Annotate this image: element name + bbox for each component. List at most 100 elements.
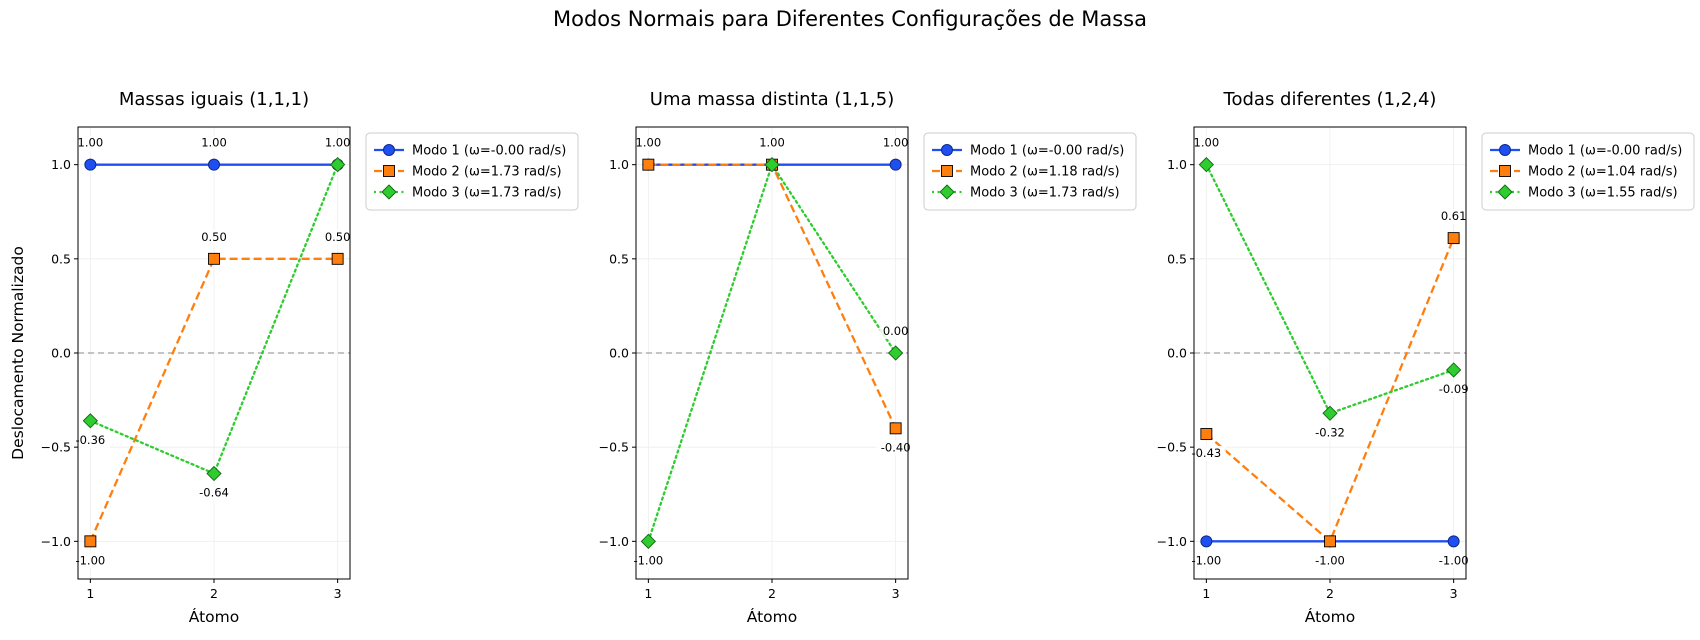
x-tick-label: 3 bbox=[892, 586, 900, 601]
legend-label-mode-2: Modo 2 (ω=1.18 rad/s) bbox=[970, 165, 1120, 180]
data-label: -0.36 bbox=[75, 433, 105, 447]
data-label: 1.00 bbox=[883, 136, 909, 150]
y-tick-label: 0.0 bbox=[51, 346, 71, 361]
legend-marker-mode-3 bbox=[381, 184, 397, 200]
data-label: -0.40 bbox=[881, 440, 911, 454]
data-point-mode-2 bbox=[1324, 535, 1336, 548]
data-label-background bbox=[876, 440, 916, 456]
x-tick-label: 1 bbox=[1202, 586, 1210, 601]
data-label: -0.32 bbox=[1315, 425, 1345, 439]
y-tick-label: 0.5 bbox=[51, 251, 71, 266]
legend-label-mode-2: Modo 2 (ω=1.04 rad/s) bbox=[1528, 165, 1678, 180]
legend-label-mode-1: Modo 1 (ω=-0.00 rad/s) bbox=[970, 144, 1124, 159]
legend-marker-mode-1 bbox=[383, 144, 395, 156]
legend-marker-mode-1 bbox=[1499, 144, 1511, 156]
data-label: 0.50 bbox=[201, 230, 227, 244]
y-axis-label: Deslocamento Normalizado bbox=[9, 246, 27, 460]
data-point-mode-2 bbox=[208, 252, 220, 265]
data-point-mode-1 bbox=[208, 158, 220, 171]
x-axis-label: Átomo bbox=[189, 607, 239, 626]
data-label-background bbox=[879, 135, 912, 151]
y-tick-label: 1.0 bbox=[609, 157, 629, 172]
data-point-mode-3 bbox=[1198, 157, 1215, 173]
data-point-mode-2 bbox=[642, 158, 655, 171]
data-label-background bbox=[1310, 553, 1350, 569]
data-label-background bbox=[1310, 425, 1350, 441]
data-label-background bbox=[70, 432, 110, 448]
data-label: 0.61 bbox=[1441, 209, 1467, 223]
data-label-background bbox=[1190, 135, 1223, 151]
legend-box bbox=[923, 132, 1137, 211]
legend-marker-mode-3 bbox=[1497, 184, 1513, 200]
legend-box bbox=[365, 132, 579, 211]
data-point-mode-2 bbox=[331, 252, 344, 265]
data-label: 1.00 bbox=[1194, 136, 1220, 150]
data-point-mode-1 bbox=[1447, 535, 1460, 548]
data-point-mode-2 bbox=[1200, 428, 1213, 440]
data-label: -1.00 bbox=[1439, 553, 1469, 567]
data-point-mode-1 bbox=[889, 158, 902, 171]
x-tick-label: 2 bbox=[768, 586, 776, 601]
y-tick-label: −1.0 bbox=[41, 534, 71, 549]
chart-panel-2: 1.00 1.00 1.00 -0.40 -1.00 0.00 −1.0 −0.5 0.0 0.5… bbox=[599, 89, 1137, 626]
data-label: -1.00 bbox=[75, 553, 105, 567]
data-point-mode-3 bbox=[640, 533, 657, 549]
legend-box bbox=[1481, 132, 1695, 211]
data-label-background bbox=[1434, 381, 1474, 397]
data-point-mode-2 bbox=[84, 535, 97, 548]
data-label: -0.64 bbox=[199, 486, 229, 500]
data-label: 0.00 bbox=[883, 324, 909, 338]
data-label: 1.00 bbox=[636, 136, 662, 150]
legend-marker-mode-2 bbox=[941, 165, 953, 177]
panel-title: Massas iguais (1,1,1) bbox=[119, 89, 309, 110]
data-label: 1.00 bbox=[759, 136, 785, 150]
data-label-background bbox=[879, 324, 912, 339]
x-tick-label: 3 bbox=[334, 586, 342, 601]
figure-title: Modos Normais para Diferentes Configuraç… bbox=[553, 7, 1147, 31]
x-axis-label: Átomo bbox=[1305, 607, 1355, 626]
data-label-background bbox=[1186, 445, 1226, 461]
legend-label-mode-1: Modo 1 (ω=-0.00 rad/s) bbox=[412, 144, 566, 159]
y-tick-label: 0.0 bbox=[1167, 346, 1187, 361]
x-tick-label: 2 bbox=[1326, 586, 1334, 601]
panel-title: Uma massa distinta (1,1,5) bbox=[650, 89, 894, 110]
data-label-background bbox=[1437, 209, 1470, 225]
data-label: -0.43 bbox=[1191, 446, 1221, 460]
x-tick-label: 1 bbox=[644, 586, 652, 601]
y-tick-label: 0.0 bbox=[609, 346, 629, 361]
legend-label-mode-1: Modo 1 (ω=-0.00 rad/s) bbox=[1528, 144, 1682, 159]
data-point-mode-1 bbox=[84, 158, 97, 171]
data-point-mode-2 bbox=[889, 422, 902, 435]
legend-marker-mode-1 bbox=[941, 144, 953, 156]
data-point-mode-3 bbox=[1322, 405, 1338, 421]
data-point-mode-3 bbox=[1445, 362, 1462, 378]
data-label-background bbox=[1186, 553, 1226, 569]
y-tick-label: −0.5 bbox=[41, 440, 71, 455]
data-label: -1.00 bbox=[1191, 553, 1221, 567]
x-tick-label: 3 bbox=[1450, 586, 1458, 601]
legend-marker-mode-2 bbox=[1499, 165, 1511, 177]
data-label: 1.00 bbox=[78, 136, 104, 150]
data-label-background bbox=[632, 135, 665, 151]
x-tick-label: 1 bbox=[86, 586, 94, 601]
x-tick-label: 2 bbox=[210, 586, 218, 601]
legend-marker-mode-3 bbox=[939, 184, 955, 200]
y-tick-label: −0.5 bbox=[599, 440, 629, 455]
data-label-background bbox=[1434, 553, 1474, 569]
y-tick-label: −1.0 bbox=[599, 534, 629, 549]
data-label-background bbox=[198, 135, 230, 151]
data-label-background bbox=[628, 553, 668, 569]
data-label-background bbox=[321, 135, 354, 151]
chart-panel-3: -1.00 -1.00 -1.00 -0.43 0.61 1.00 -0.32 -0.09 −1… bbox=[1157, 89, 1695, 626]
y-tick-label: −1.0 bbox=[1157, 534, 1187, 549]
data-point-mode-3 bbox=[329, 157, 346, 173]
data-label: -1.00 bbox=[1315, 553, 1345, 567]
data-point-mode-2 bbox=[1447, 232, 1460, 245]
y-tick-label: −0.5 bbox=[1157, 440, 1187, 455]
legend-label-mode-3: Modo 3 (ω=1.55 rad/s) bbox=[1528, 186, 1678, 201]
data-label-background bbox=[74, 135, 107, 151]
data-point-mode-3 bbox=[887, 345, 904, 361]
legend-label-mode-2: Modo 2 (ω=1.73 rad/s) bbox=[412, 165, 562, 180]
